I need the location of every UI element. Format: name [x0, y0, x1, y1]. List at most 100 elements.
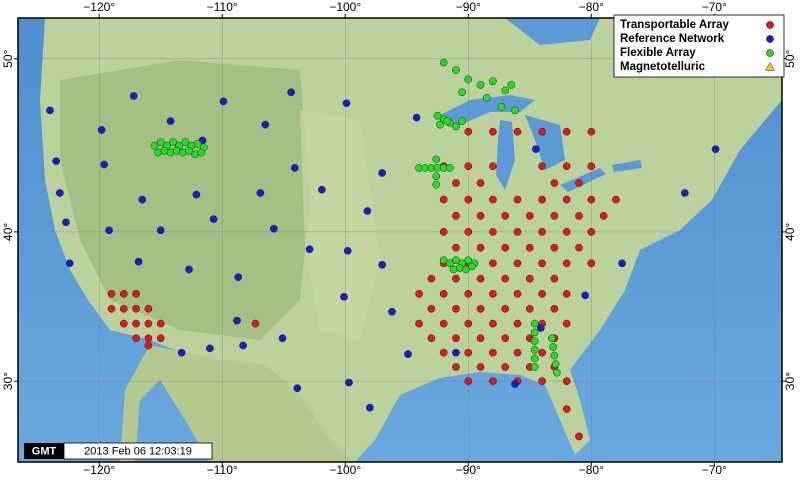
lat-label-left: 40°: [1, 223, 15, 241]
station: [458, 88, 466, 97]
station: [548, 334, 556, 343]
station: [432, 180, 441, 189]
station: [97, 126, 106, 134]
station: [340, 292, 348, 301]
station: [132, 319, 140, 328]
station: [513, 127, 522, 136]
station: [318, 185, 326, 194]
station: [464, 319, 473, 328]
station: [464, 289, 473, 298]
station: [181, 138, 190, 147]
timestamp: 2013 Feb 06 12:03:19: [84, 445, 192, 457]
station: [452, 363, 460, 371]
lon-label-bottom: −120°: [83, 463, 115, 477]
station: [445, 164, 454, 172]
station: [452, 274, 460, 283]
station: [562, 377, 571, 386]
station: [415, 319, 423, 328]
station: [562, 195, 571, 204]
station: [464, 256, 473, 265]
station: [134, 257, 143, 266]
logo: GMT: [32, 445, 57, 457]
station: [156, 319, 165, 328]
lake-huron: [525, 115, 565, 170]
station: [177, 348, 186, 357]
lon-label-bottom: −100°: [329, 463, 361, 477]
station: [436, 120, 444, 129]
station: [553, 368, 561, 377]
station: [530, 345, 539, 354]
lon-label-top: −90°: [456, 0, 481, 14]
station: [144, 334, 153, 343]
station: [599, 212, 608, 220]
lat-label-right: 50°: [783, 49, 797, 67]
station: [538, 127, 546, 136]
station: [476, 243, 485, 252]
station: [501, 274, 510, 283]
station: [412, 113, 421, 122]
station: [501, 243, 510, 252]
lat-label-right: 40°: [783, 223, 797, 241]
lat-label-right: 30°: [783, 372, 797, 390]
station: [507, 81, 516, 89]
station: [464, 127, 473, 136]
station: [551, 360, 560, 368]
station: [156, 334, 165, 343]
stations: [46, 58, 720, 441]
station: [132, 289, 140, 298]
station: [270, 224, 278, 233]
station: [575, 432, 583, 441]
station: [452, 122, 460, 131]
station: [55, 189, 64, 197]
station: [443, 117, 452, 125]
station: [587, 259, 596, 268]
station: [138, 195, 147, 204]
station: [193, 140, 202, 148]
station: [550, 274, 559, 283]
station: [378, 260, 387, 269]
legend-label: Transportable Array: [620, 19, 729, 31]
station: [452, 256, 460, 265]
station: [439, 58, 448, 67]
station: [538, 348, 546, 357]
station: [489, 377, 497, 386]
station: [192, 190, 201, 199]
station: [452, 243, 460, 252]
station: [530, 337, 539, 345]
station: [363, 207, 372, 215]
station: [464, 348, 473, 357]
lake-erie: [560, 168, 606, 192]
legend-label: Magnetotelluric: [620, 61, 706, 73]
lon-label-top: −120°: [83, 0, 115, 14]
station: [513, 228, 522, 236]
station: [452, 334, 460, 343]
station: [105, 226, 113, 235]
station: [497, 102, 506, 111]
legend-swatch: [765, 61, 775, 71]
station: [464, 195, 473, 204]
lon-label-bottom: −80°: [579, 463, 604, 477]
station: [501, 304, 510, 313]
lon-label-top: −100°: [329, 0, 361, 14]
station: [476, 212, 485, 220]
station: [530, 354, 539, 363]
lake-ontario: [612, 160, 642, 172]
station: [343, 246, 352, 255]
station: [538, 289, 546, 298]
station: [562, 405, 571, 413]
station: [513, 348, 522, 357]
station: [538, 228, 546, 236]
graticule: [18, 18, 782, 462]
station: [452, 212, 460, 220]
station: [439, 228, 448, 236]
lon-label-bottom: −70°: [702, 463, 727, 477]
station: [432, 155, 441, 164]
station: [464, 228, 473, 236]
lake-michigan: [496, 120, 515, 190]
station: [119, 289, 128, 298]
station: [345, 378, 353, 387]
station: [445, 259, 454, 268]
station: [185, 146, 193, 155]
station: [427, 334, 436, 343]
